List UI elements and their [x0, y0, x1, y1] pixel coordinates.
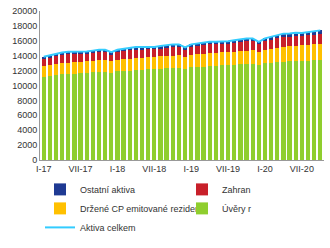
svg-text:VII-17: VII-17 [69, 164, 93, 174]
svg-text:2000: 2000 [17, 140, 37, 150]
svg-text:Aktiva celkem: Aktiva celkem [80, 223, 136, 233]
svg-text:20000: 20000 [12, 6, 37, 16]
svg-text:8000: 8000 [17, 96, 37, 106]
svg-text:0: 0 [32, 155, 37, 165]
svg-text:Ostatní aktiva: Ostatní aktiva [80, 185, 135, 195]
svg-text:10000: 10000 [12, 81, 37, 91]
svg-text:VII-19: VII-19 [216, 164, 240, 174]
svg-text:I-17: I-17 [36, 164, 52, 174]
svg-text:Zahran: Zahran [222, 185, 251, 195]
svg-text:VII-20: VII-20 [290, 164, 314, 174]
svg-text:Úvěry r: Úvěry r [222, 204, 251, 214]
svg-text:Držené CP emitované rezidenty: Držené CP emitované rezidenty [80, 204, 207, 214]
svg-text:4000: 4000 [17, 125, 37, 135]
svg-text:VII-18: VII-18 [142, 164, 166, 174]
svg-text:6000: 6000 [17, 110, 37, 120]
svg-text:I-18: I-18 [110, 164, 126, 174]
svg-text:I-19: I-19 [183, 164, 199, 174]
svg-text:12000: 12000 [12, 66, 37, 76]
svg-text:18000: 18000 [12, 21, 37, 31]
svg-text:14000: 14000 [12, 51, 37, 61]
svg-text:16000: 16000 [12, 36, 37, 46]
svg-text:I-20: I-20 [257, 164, 273, 174]
